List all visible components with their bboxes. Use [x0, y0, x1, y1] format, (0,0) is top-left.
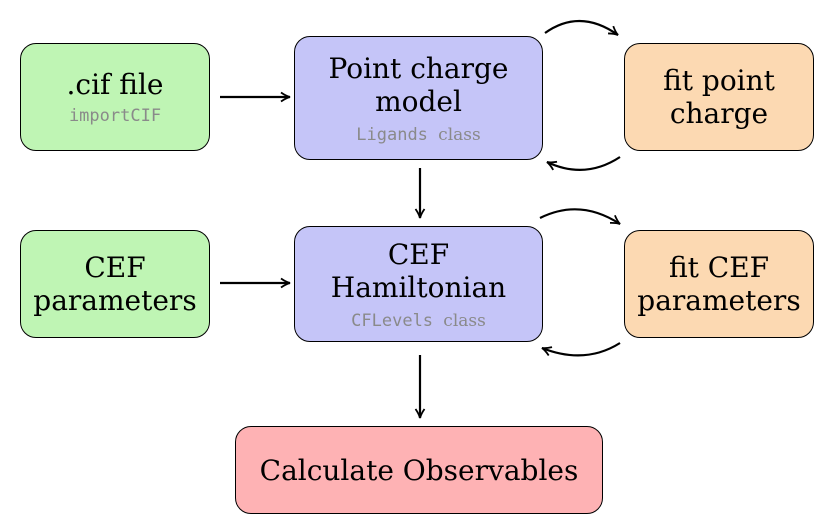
- arrow-hamiltonian-to-fitcef: [539, 208, 621, 225]
- cflevels-code: CFLevels: [351, 310, 434, 331]
- ligands-class-label: Ligands class: [356, 125, 480, 145]
- fit-point-charge-line2: charge: [669, 97, 769, 130]
- fit-cef-line2: parameters: [637, 284, 801, 317]
- point-charge-title-line2: model: [375, 84, 462, 118]
- arrow-fitcef-to-hamiltonian: [541, 342, 621, 357]
- cif-file-title: .cif file: [66, 68, 164, 101]
- calculate-observables-box: Calculate Observables: [235, 426, 603, 514]
- fit-cef-line1: fit CEF: [668, 251, 770, 284]
- cef-parameters-line2: parameters: [33, 284, 197, 317]
- fit-point-charge-line1: fit point: [663, 64, 775, 97]
- fit-cef-parameters-box: fit CEF parameters: [624, 230, 814, 338]
- cef-hamiltonian-line2: Hamiltonian: [330, 270, 507, 304]
- ligands-code: Ligands: [356, 124, 428, 145]
- cef-parameters-line1: CEF: [84, 251, 146, 284]
- arrow-fit-to-pointcharge: [546, 156, 621, 171]
- calculate-observables-title: Calculate Observables: [259, 453, 579, 487]
- fit-point-charge-box: fit point charge: [624, 43, 814, 151]
- import-cif-label: importCIF: [68, 106, 162, 126]
- point-charge-model-box: Point charge model Ligands class: [294, 36, 543, 160]
- cflevels-class-label: CFLevels class: [351, 311, 486, 331]
- cef-hamiltonian-line1: CEF: [387, 237, 450, 271]
- cef-parameters-box: CEF parameters: [20, 230, 210, 338]
- cif-file-box: .cif file importCIF: [20, 43, 210, 151]
- cef-hamiltonian-box: CEF Hamiltonian CFLevels class: [294, 226, 543, 342]
- arrow-pointcharge-to-fit: [544, 19, 619, 36]
- cflevels-class-suffix: class: [443, 310, 486, 331]
- point-charge-title-line1: Point charge: [328, 51, 509, 85]
- ligands-class-suffix: class: [438, 124, 481, 145]
